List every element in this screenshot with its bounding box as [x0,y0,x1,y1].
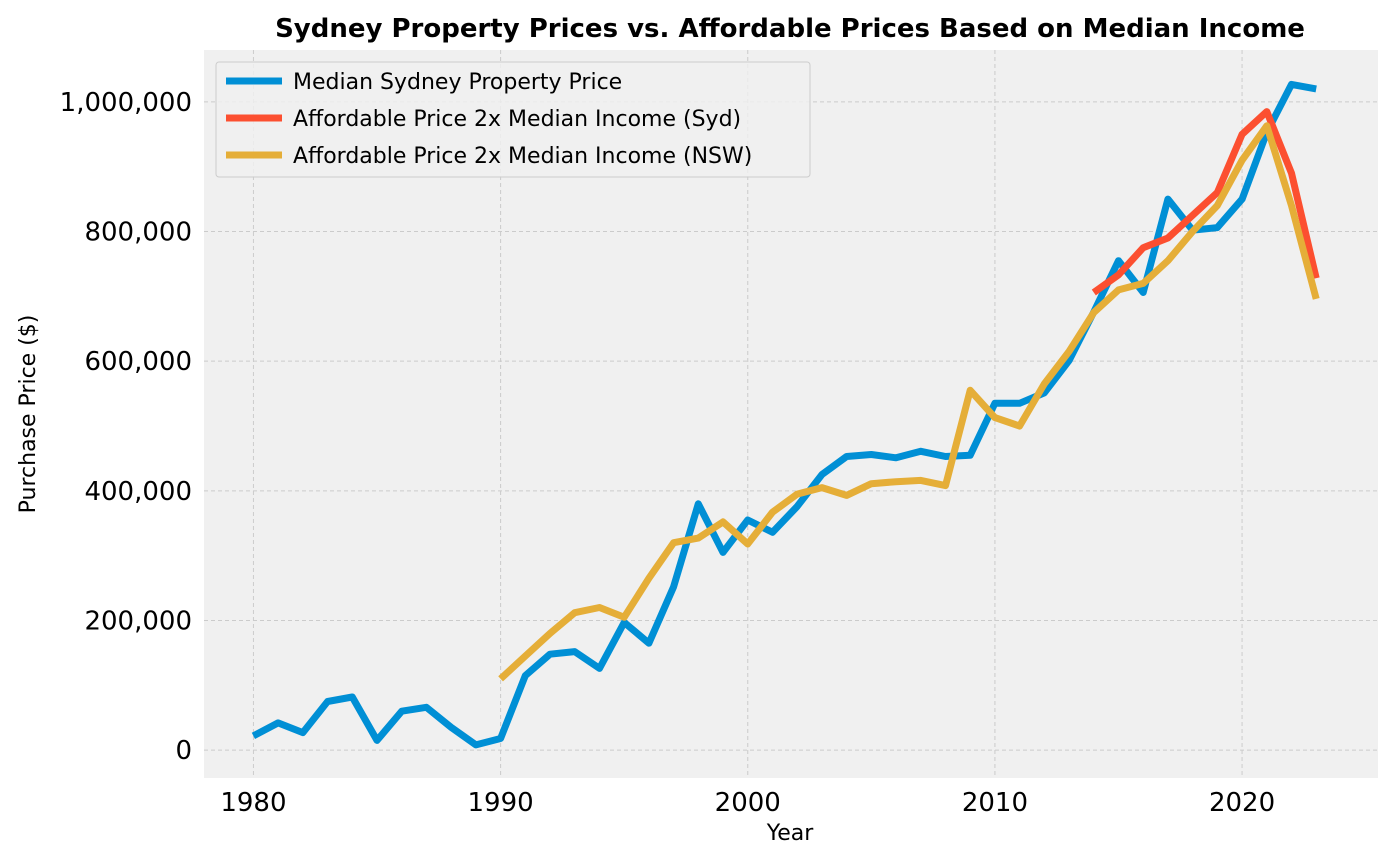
x-tick-label-2000: 2000 [715,788,781,818]
series-lines [251,80,1320,749]
y-axis-ticks: 0 200,000 400,000 600,000 800,000 1,000,000 [60,88,192,766]
legend-box [215,61,811,178]
y-tick-label-0: 0 [175,736,192,766]
legend: Median Sydney Property Price Affordable P… [215,61,811,178]
x-tick-label-2010: 2010 [962,788,1028,818]
x-tick-label-1980: 1980 [220,788,286,818]
x-axis-ticks: 1980 1990 2000 2010 2020 [220,788,1275,818]
series-line-3 [498,122,1320,682]
legend-label-3: Affordable Price 2x Median Income (NSW) [293,144,752,169]
y-tick-label-600000: 600,000 [84,347,192,377]
x-axis-label: Year [766,821,815,846]
y-tick-label-800000: 800,000 [84,218,192,248]
legend-label-2: Affordable Price 2x Median Income (Syd) [293,107,741,132]
y-tick-label-200000: 200,000 [84,606,192,636]
y-tick-label-1000000: 1,000,000 [60,88,192,118]
legend-label-1: Median Sydney Property Price [293,70,622,95]
y-axis-label: Purchase Price ($) [16,315,41,514]
chart-title: Sydney Property Prices vs. Affordable Pr… [275,14,1305,44]
series-line-2 [1091,108,1320,296]
y-tick-label-400000: 400,000 [84,477,192,507]
x-tick-label-2020: 2020 [1209,788,1275,818]
x-tick-label-1990: 1990 [468,788,534,818]
